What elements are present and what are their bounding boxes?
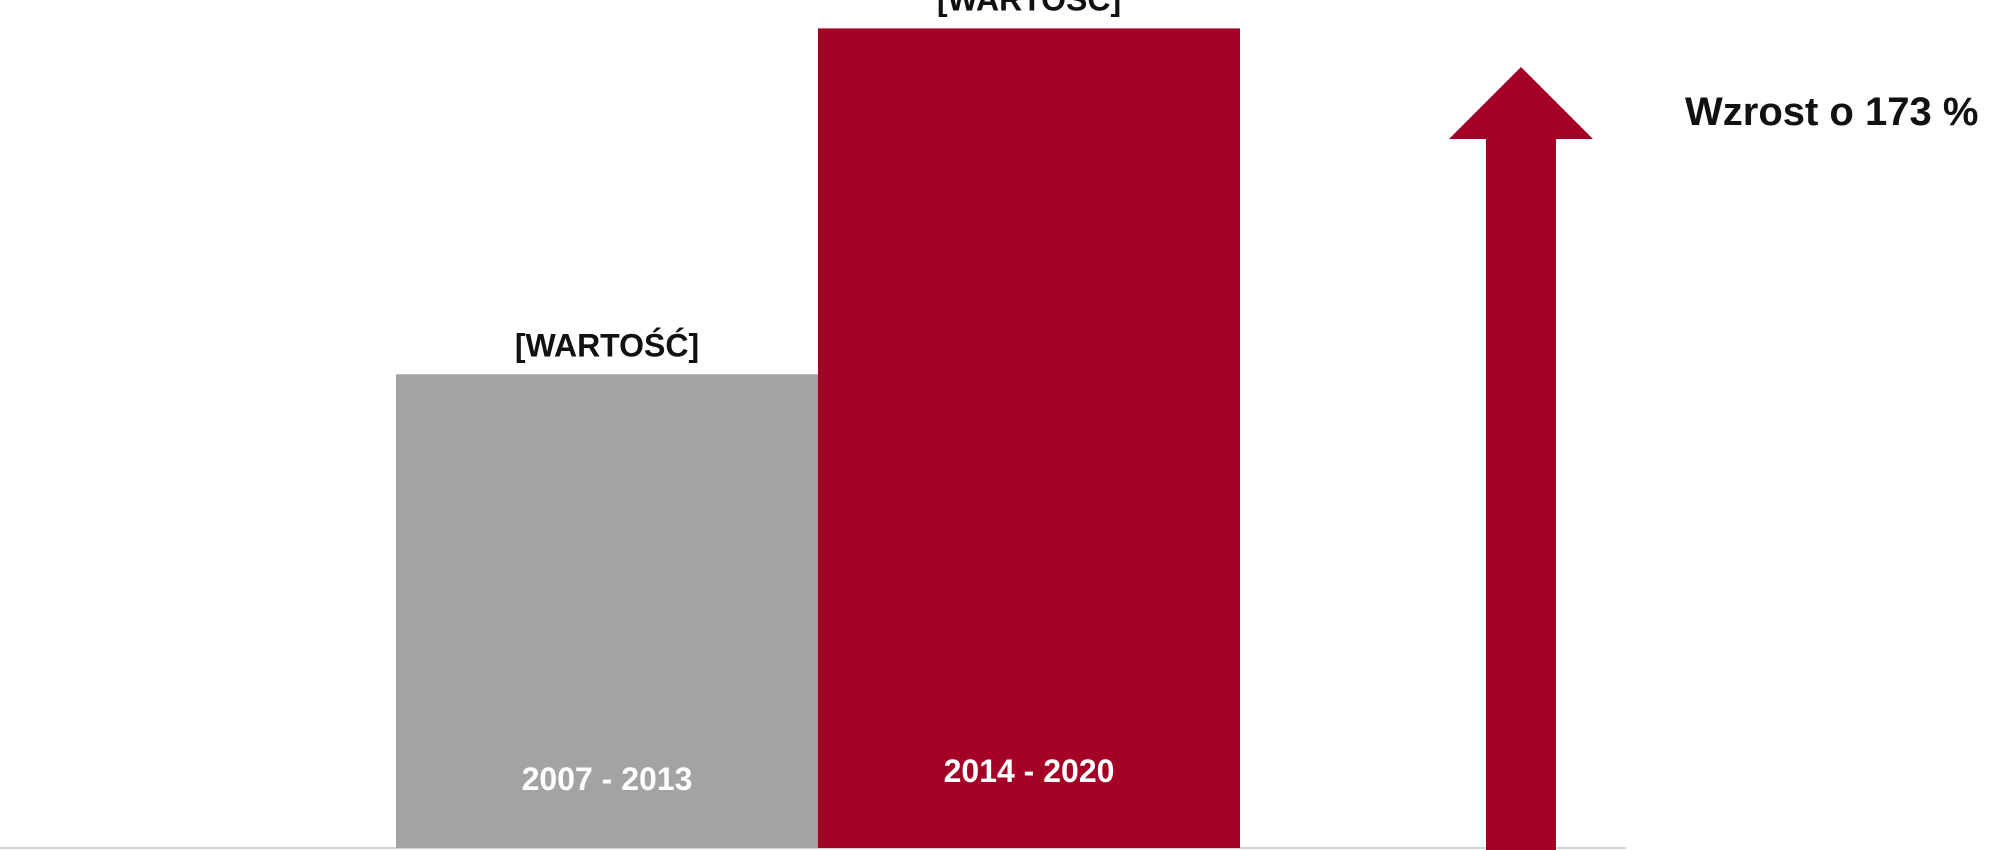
category-label-1: 2007 - 2013 bbox=[522, 761, 693, 797]
data-label-2: [WARTOŚĆ] bbox=[937, 0, 1121, 17]
up-arrow-icon bbox=[1449, 67, 1593, 850]
data-label-1: [WARTOŚĆ] bbox=[515, 327, 699, 363]
growth-annotation: Wzrost o 173 % bbox=[1685, 90, 1978, 134]
bar-1 bbox=[396, 374, 818, 848]
category-label-2: 2014 - 2020 bbox=[944, 753, 1115, 789]
bars-layer: [WARTOŚĆ] 2007 - 2013 [WARTOŚĆ] 2014 - 2020 bbox=[396, 0, 1240, 849]
bar-2 bbox=[818, 28, 1240, 849]
